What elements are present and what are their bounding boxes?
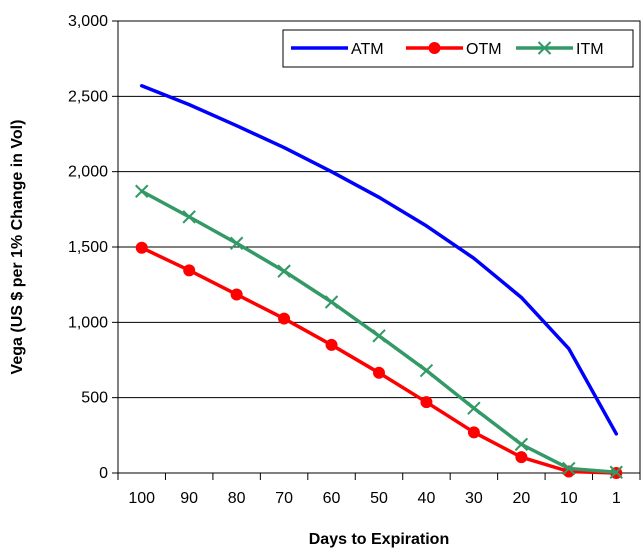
legend-itm-swatch-point [537, 41, 552, 55]
y-tick-label: 3,000 [68, 13, 108, 30]
series-otm-point [325, 338, 338, 351]
x-tick-label: 10 [560, 490, 578, 507]
axes: 0 500 1,000 1,500 2,000 2,500 3,000 100 90 80 70 60… [68, 13, 641, 507]
series-itm-point-stroke [609, 465, 623, 479]
y-tick-label: 2,000 [68, 164, 108, 181]
series-atm-line [139, 84, 619, 436]
series-itm-point-stroke [277, 264, 291, 278]
series-otm-point [467, 426, 480, 439]
series-otm-point [278, 312, 291, 325]
series-otm-point [373, 366, 385, 379]
legend-otm-entry: OTM [406, 41, 502, 58]
series-lines [135, 84, 623, 479]
legend-itm-label: ITM [576, 41, 604, 58]
legend-itm-entry: ITM [516, 41, 604, 58]
series-itm-point-stroke [182, 210, 196, 224]
series-itm-point [135, 184, 149, 198]
x-tick-label: 90 [180, 490, 198, 507]
x-axis-title: Days to Expiration [309, 531, 449, 548]
legend-atm-entry: ATM [291, 41, 384, 58]
legend-itm-swatch-point-stroke [537, 41, 552, 55]
series-itm-point-stroke [419, 363, 434, 378]
x-tick-label: 1 [612, 490, 621, 507]
series-atm [139, 84, 619, 436]
series-itm-point [467, 401, 481, 415]
series-itm-line [139, 189, 619, 474]
x-tick-label: 70 [275, 490, 293, 507]
series-otm-line [139, 246, 619, 475]
y-tick-label: 1,000 [68, 314, 108, 331]
legend-otm-label: OTM [466, 41, 502, 58]
series-otm-point [420, 396, 433, 409]
series-itm-point-stroke [372, 329, 386, 343]
legend: ATM OTM ITM [282, 29, 634, 68]
series-itm-point [277, 264, 291, 278]
series-otm-point [135, 241, 148, 254]
series-itm-point [514, 437, 529, 452]
series-itm [135, 184, 623, 479]
series-itm-point [609, 465, 623, 479]
series-itm-point [229, 236, 244, 250]
series-itm-point-stroke [467, 401, 481, 415]
series-otm-point [230, 288, 243, 301]
series-itm-point [324, 295, 339, 309]
legend-atm-label: ATM [351, 41, 384, 58]
x-tick-label: 50 [370, 490, 388, 507]
series-itm-point-stroke [229, 236, 244, 250]
x-tick-label: 40 [418, 490, 436, 507]
series-itm-point-stroke [135, 184, 149, 198]
y-tick-label: 0 [99, 465, 108, 482]
x-tick-label: 100 [128, 490, 155, 507]
x-tick-label: 30 [465, 490, 483, 507]
series-itm-point-stroke [562, 461, 576, 476]
y-tick-label: 2,500 [68, 88, 108, 105]
legend-otm-swatch-point [428, 42, 441, 54]
series-itm-point [372, 329, 386, 343]
y-tick-label: 500 [81, 390, 108, 407]
series-otm-point [183, 264, 196, 277]
x-tick-label: 60 [323, 490, 341, 507]
series-itm-point-stroke [324, 295, 339, 309]
series-itm-point [562, 461, 576, 476]
gridlines [118, 95, 640, 399]
series-itm-point [182, 210, 196, 224]
x-tick-label: 80 [228, 490, 246, 507]
series-itm-point-stroke [514, 437, 529, 452]
series-otm-point [515, 451, 528, 464]
y-axis-title: Vega (US $ per 1% Change in Vol) [9, 120, 26, 375]
series-itm-point [419, 363, 434, 378]
y-tick-label: 1,500 [68, 239, 108, 256]
series-otm [135, 241, 623, 479]
x-tick-label: 20 [512, 490, 530, 507]
